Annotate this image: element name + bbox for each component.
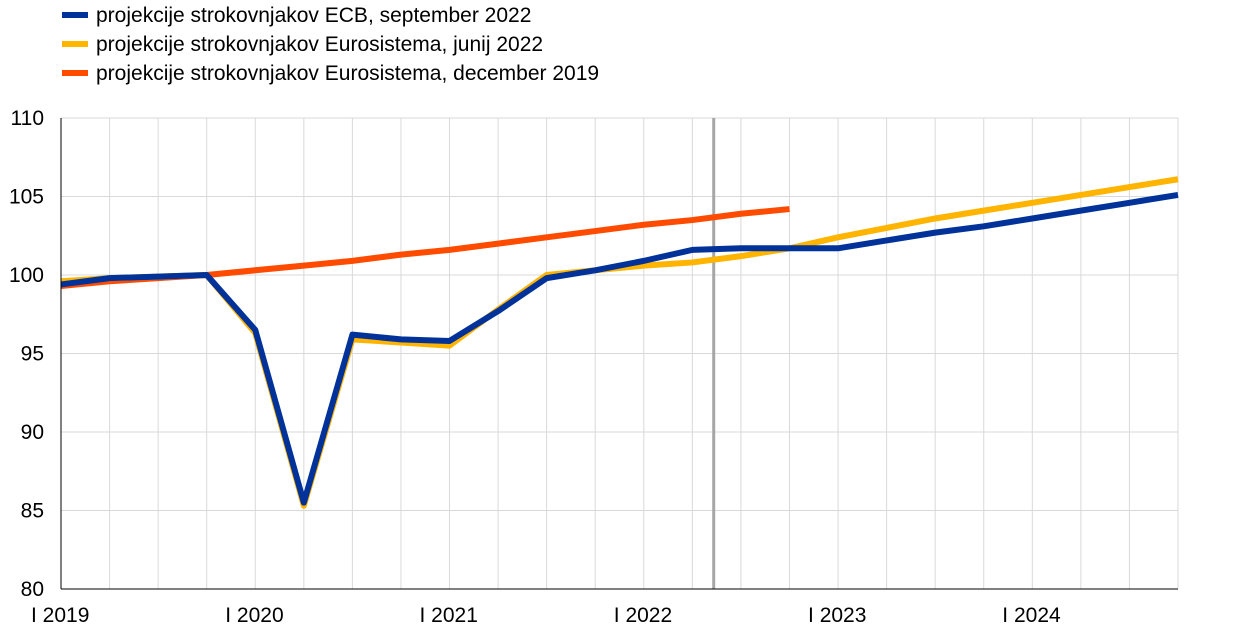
x-tick-label: I 2023 [808,604,866,627]
x-tick-label: I 2021 [420,604,478,627]
legend-swatch [62,70,88,76]
legend-label: projekcije strokovnjakov Eurosistema, ju… [96,33,543,56]
x-tick-label: I 2024 [1002,604,1061,627]
x-tick-label: I 2019 [31,604,89,627]
grid [60,117,1179,590]
series-line-2 [60,191,1179,506]
legend-label: projekcije strokovnjakov Eurosistema, de… [96,62,599,85]
y-tick-label: 90 [21,421,44,444]
legend: projekcije strokovnjakov ECB, september … [62,4,599,85]
legend-swatch [62,41,88,47]
x-tick-label: I 2020 [225,604,283,627]
legend-label: projekcije strokovnjakov ECB, september … [96,4,531,27]
x-tick-label: I 2022 [614,604,672,627]
y-tick-label: 105 [9,186,44,209]
y-tick-label: 80 [21,578,44,601]
y-tick-label: 95 [21,343,44,366]
series-lines [60,176,1179,509]
axes: 80 85 90 95 100 105 110 I 2019 I 2020 I 2021 I 202… [9,107,1178,627]
y-tick-label: 100 [9,264,44,287]
legend-swatch [62,12,88,18]
y-tick-label: 110 [11,107,44,130]
y-tick-label: 85 [21,500,44,523]
